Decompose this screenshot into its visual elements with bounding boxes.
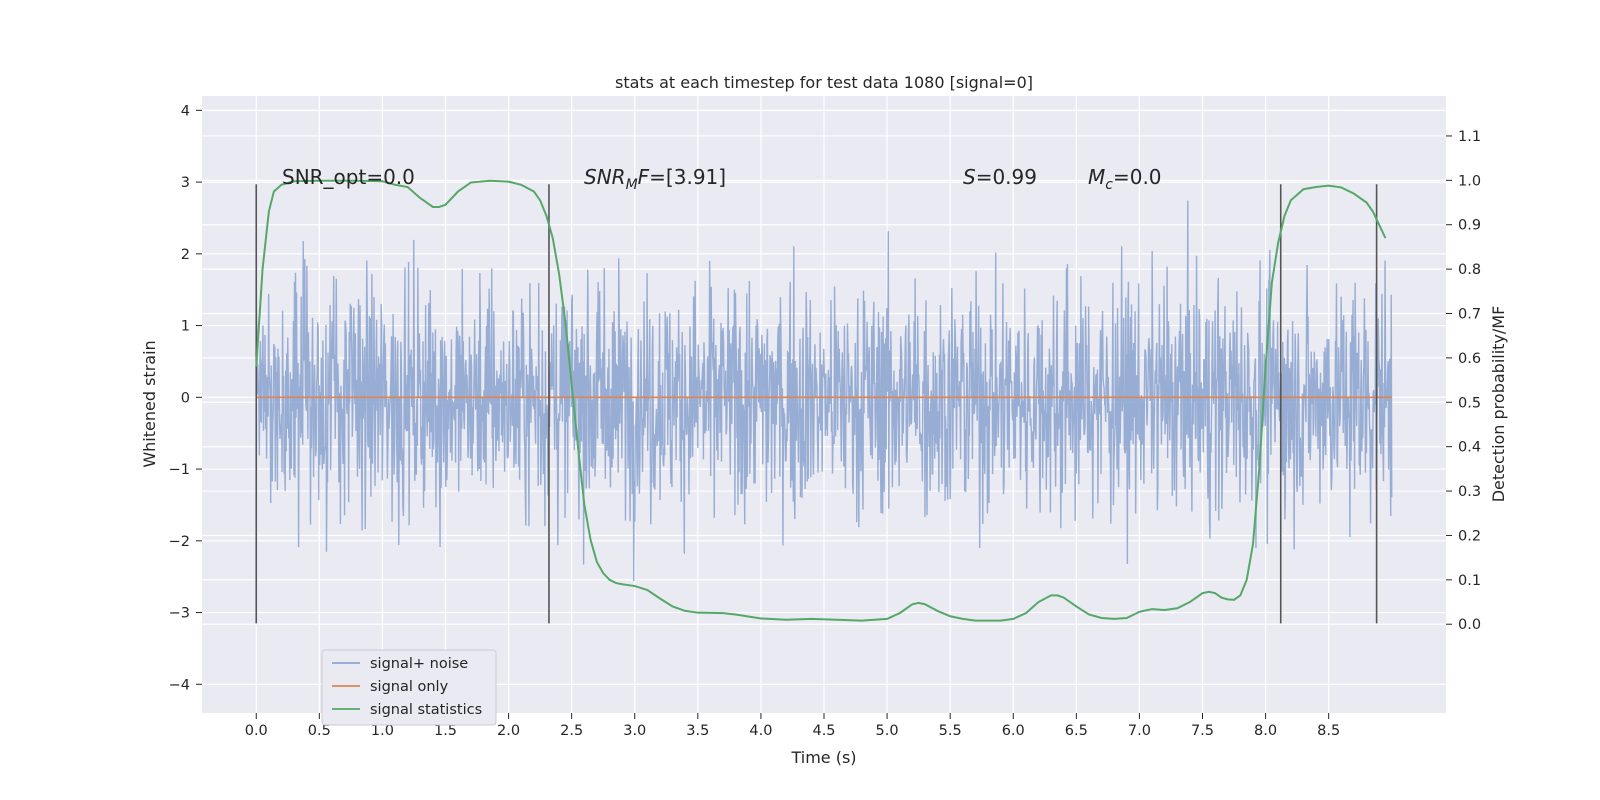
legend: signal+ noise signal only signal statist… <box>321 649 497 726</box>
series-signal-plus-noise <box>255 200 1393 582</box>
y-right-tick-label: 0.3 <box>1458 484 1481 500</box>
y-right-tick-label: 0.6 <box>1458 351 1481 367</box>
legend-label-signal-only: signal only <box>370 679 449 695</box>
y-right-tick-label: 1.0 <box>1458 173 1481 189</box>
y-tick-label: −1 <box>169 462 190 478</box>
y-right-tick-label: 0.2 <box>1458 528 1481 544</box>
annotation-snr-mf-base: SNR <box>584 165 626 189</box>
series-signal-statistics <box>255 179 1387 622</box>
x-tick-label: 3.5 <box>686 723 709 739</box>
annotation-mc-value: =0.0 <box>1113 165 1162 189</box>
legend-box <box>321 649 497 726</box>
x-tick-label: 5.5 <box>939 723 962 739</box>
x-tick-label: 2.0 <box>497 723 520 739</box>
x-axis-label: Time (s) <box>790 748 856 767</box>
annotation-s: S=0.99 <box>963 165 1037 189</box>
annotation-snr-opt: SNR_opt=0.0 <box>282 165 415 189</box>
x-tick-label: 7.0 <box>1128 723 1151 739</box>
chart-title: stats at each timestep for test data 108… <box>615 73 1033 92</box>
annotation-s-symbol: S <box>963 165 976 189</box>
y-tick-label: 0 <box>181 390 190 406</box>
y-right-axis-label: Detection probability/MF <box>1489 306 1508 503</box>
annotation-snr-mf-tail: F <box>638 165 650 189</box>
y-right-tick-label: 0.9 <box>1458 218 1481 234</box>
y-right-tick-label: 0.1 <box>1458 573 1481 589</box>
x-tick-label: 6.5 <box>1065 723 1088 739</box>
annotation-mc-sub: c <box>1105 177 1113 193</box>
y-right-tick-label: 0.7 <box>1458 307 1481 323</box>
x-tick-label: 8.5 <box>1317 723 1340 739</box>
x-tick-label: 6.0 <box>1002 723 1025 739</box>
legend-label-signal-plus-noise: signal+ noise <box>370 656 468 672</box>
y-right-tick-label: 0.0 <box>1458 617 1481 633</box>
y-tick-label: 4 <box>181 103 190 119</box>
x-tick-label: 1.5 <box>434 723 457 739</box>
y-right-tick-label: 1.1 <box>1458 129 1481 145</box>
y-tick-label: −4 <box>169 677 190 693</box>
y-right-tick-label: 0.8 <box>1458 262 1481 278</box>
legend-label-signal-statistics: signal statistics <box>370 702 482 718</box>
x-tick-label: 0.0 <box>245 723 268 739</box>
y-axis-label: Whitened strain <box>140 340 159 467</box>
y-axis-ticks: 4 3 2 1 0 −1 −2 −3 −4 <box>169 103 202 693</box>
vertical-markers <box>255 184 1378 624</box>
annotation-mc: Mc=0.0 <box>1088 165 1162 193</box>
y-tick-label: 2 <box>181 247 190 263</box>
y-right-tick-label: 0.5 <box>1458 395 1481 411</box>
y-right-axis-ticks: 1.1 1.0 0.9 0.8 0.7 0.6 0.5 0.4 0.3 0.2 0.1 0.0 <box>1446 129 1481 633</box>
signal-statistics-line <box>255 179 1387 622</box>
x-tick-label: 7.5 <box>1191 723 1214 739</box>
y-tick-label: −2 <box>169 534 190 550</box>
x-tick-label: 0.5 <box>308 723 331 739</box>
y-tick-label: 3 <box>181 175 190 191</box>
annotation-snr-mf: SNRMF=[3.91] <box>584 165 726 193</box>
x-tick-label: 1.0 <box>371 723 394 739</box>
annotation-mc-symbol: M <box>1088 165 1105 189</box>
y-tick-label: 1 <box>181 319 190 335</box>
annotation-snr-mf-sub: M <box>626 177 638 193</box>
x-tick-label: 4.0 <box>749 723 772 739</box>
annotation-s-value: =0.99 <box>976 165 1037 189</box>
y-right-tick-label: 0.4 <box>1458 440 1481 456</box>
annotation-snr-mf-value: =[3.91] <box>649 165 726 189</box>
y-tick-label: −3 <box>169 606 190 622</box>
x-tick-label: 4.5 <box>812 723 835 739</box>
x-tick-label: 5.0 <box>876 723 899 739</box>
x-tick-label: 2.5 <box>560 723 583 739</box>
x-tick-label: 8.0 <box>1254 723 1277 739</box>
signal-plus-noise-line <box>255 200 1393 582</box>
x-tick-label: 3.0 <box>623 723 646 739</box>
x-axis-ticks: 0.0 0.5 1.0 1.5 2.0 2.5 3.0 3.5 4.0 4.5 5.0 5.5 6.0 6… <box>245 713 1340 739</box>
